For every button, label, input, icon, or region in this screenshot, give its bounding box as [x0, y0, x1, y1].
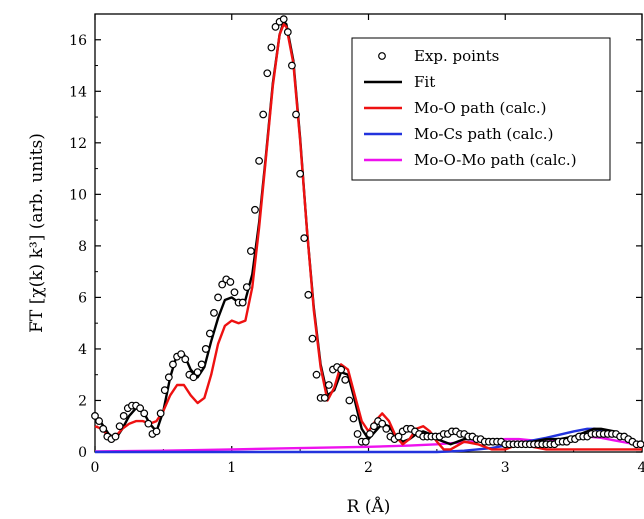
x-tick-label: 4 — [638, 460, 644, 476]
data-point — [189, 373, 198, 382]
data-point — [218, 280, 227, 289]
data-point — [370, 422, 378, 431]
data-point — [361, 437, 370, 446]
data-point — [169, 360, 177, 369]
data-point — [324, 381, 333, 389]
data-point — [382, 424, 391, 433]
data-point — [197, 360, 206, 369]
data-point — [214, 293, 222, 302]
data-point — [160, 386, 169, 395]
data-point — [242, 283, 251, 292]
data-point — [210, 308, 218, 317]
legend: Exp. points Fit Mo-O path (calc.) Mo-Cs pat… — [351, 37, 611, 181]
data-point — [111, 432, 120, 441]
data-point — [292, 110, 300, 119]
legend-label: Exp. points — [414, 47, 499, 65]
data-point — [378, 419, 387, 428]
y-tick-label: 0 — [78, 445, 87, 461]
legend-item-exp-points: Exp. points — [378, 47, 499, 65]
data-point — [246, 247, 255, 255]
data-point — [288, 61, 296, 70]
data-point — [140, 409, 149, 418]
data-point — [636, 440, 644, 449]
data-point — [156, 409, 165, 418]
y-tick-label: 8 — [78, 239, 87, 255]
x-axis-title: R (Å) — [347, 496, 391, 517]
data-point — [95, 417, 104, 425]
series-layer — [91, 15, 644, 454]
x-tick-label: 3 — [501, 460, 510, 476]
data-point — [136, 404, 145, 413]
y-tick-label: 12 — [69, 136, 87, 152]
legend-item-fit: Fit — [364, 73, 435, 91]
data-point — [283, 28, 292, 36]
x-tick-label: 1 — [227, 460, 236, 476]
y-tick-label: 16 — [69, 33, 87, 49]
legend-item-mo-o-path-calc: Mo-O path (calc.) — [364, 99, 547, 117]
series-exp-points — [91, 15, 644, 449]
legend-label: Mo-O-Mo path (calc.) — [414, 151, 577, 169]
legend-label: Fit — [414, 73, 435, 91]
data-point — [99, 424, 108, 433]
data-point — [271, 22, 280, 31]
data-point — [353, 430, 362, 438]
data-point — [320, 393, 329, 402]
y-tick-label: 2 — [78, 393, 87, 409]
data-point — [337, 365, 346, 374]
data-point — [365, 430, 374, 438]
data-point — [238, 298, 247, 307]
legend-item-mo-cs-path-calc: Mo-Cs path (calc.) — [364, 125, 553, 143]
data-point — [300, 234, 309, 243]
y-tick-label: 6 — [78, 290, 87, 306]
legend-label: Mo-Cs path (calc.) — [414, 125, 553, 143]
x-tick-label: 2 — [364, 460, 373, 476]
data-point — [259, 110, 268, 119]
data-point — [255, 156, 264, 165]
series-mo-o-path-calc-line — [94, 23, 642, 451]
data-point — [193, 368, 202, 377]
legend-item-mo-o-mo-path-calc: Mo-O-Mo path (calc.) — [364, 151, 577, 169]
data-point — [205, 329, 214, 338]
data-point — [394, 432, 403, 441]
data-point — [119, 412, 128, 420]
data-point — [181, 355, 190, 364]
data-point — [91, 412, 99, 420]
y-tick-label: 4 — [78, 342, 87, 358]
data-point — [341, 375, 350, 384]
data-point — [349, 414, 358, 423]
data-point — [164, 373, 173, 382]
data-point — [226, 278, 235, 286]
data-point — [152, 427, 161, 436]
y-tick-label: 14 — [69, 84, 87, 100]
data-point — [251, 205, 259, 214]
data-point — [304, 290, 313, 299]
y-axis-title: FT [χ(k) k³] (arb. units) — [27, 133, 47, 333]
data-point — [312, 370, 321, 379]
x-tick-label: 0 — [91, 460, 100, 476]
data-point — [296, 169, 305, 178]
data-point — [144, 419, 153, 428]
data-point — [201, 345, 210, 353]
data-point — [279, 15, 288, 24]
data-point — [177, 350, 186, 358]
legend-marker — [378, 52, 386, 60]
data-point — [263, 69, 272, 78]
data-point — [308, 334, 317, 343]
data-point — [115, 422, 124, 431]
data-point — [230, 288, 239, 297]
y-tick-label: 10 — [69, 187, 87, 203]
data-point — [345, 396, 354, 405]
data-point — [267, 43, 276, 52]
legend-label: Mo-O path (calc.) — [414, 99, 547, 117]
